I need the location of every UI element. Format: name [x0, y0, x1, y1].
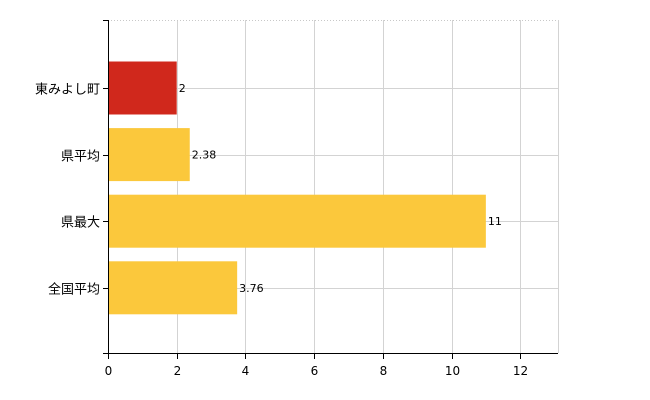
x-tick-label: 4	[242, 364, 250, 378]
bar	[109, 128, 190, 182]
x-tick-label: 10	[445, 364, 460, 378]
bar	[109, 261, 238, 315]
category-label: 県最大	[61, 216, 100, 231]
x-tick-label: 6	[311, 364, 319, 378]
category-label: 東みよし町	[35, 82, 100, 98]
category-label: 県平均	[61, 150, 100, 165]
x-tick-label: 2	[174, 364, 182, 378]
x-tick-label: 0	[105, 364, 113, 378]
data-label: 11	[488, 215, 502, 228]
x-tick-label: 12	[513, 364, 528, 378]
data-label: 3.76	[239, 282, 264, 295]
data-label: 2.38	[192, 149, 217, 162]
bar-series	[109, 61, 486, 315]
bar	[109, 61, 177, 115]
category-label: 全国平均	[48, 282, 100, 298]
x-tick-label: 8	[380, 364, 388, 378]
data-label: 2	[179, 82, 186, 95]
bar	[109, 194, 486, 248]
axes	[103, 20, 558, 359]
